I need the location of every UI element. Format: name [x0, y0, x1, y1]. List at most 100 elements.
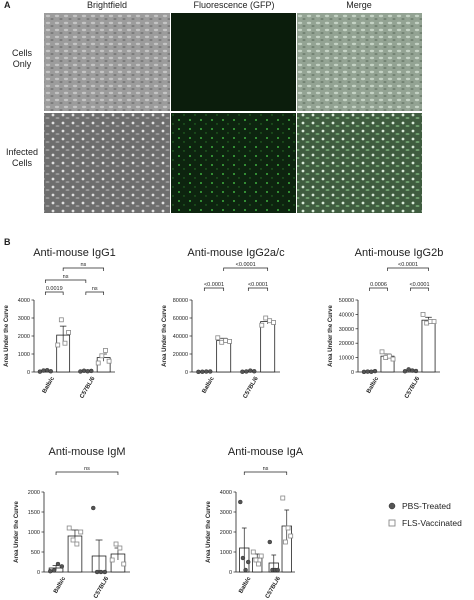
- significance-bracket: [203, 287, 225, 291]
- micrograph: [44, 13, 170, 111]
- significance-bracket: [243, 471, 288, 475]
- legend-label: FLS-Vaccinated: [402, 518, 462, 528]
- significance-label: <0.0001: [204, 282, 224, 288]
- data-point: [413, 368, 419, 374]
- significance-bracket: [247, 287, 269, 291]
- data-point: [223, 338, 229, 343]
- y-tick-label: 1000: [28, 530, 40, 536]
- y-axis-label: Area Under the Curve: [4, 304, 10, 366]
- data-point: [379, 349, 385, 355]
- data-point: [62, 340, 68, 346]
- data-point: [240, 555, 246, 561]
- y-axis-label: Area Under the Curve: [206, 500, 212, 562]
- significance-label: 0.0019: [46, 286, 63, 292]
- significance-bracket: [44, 291, 64, 295]
- data-point: [94, 569, 100, 575]
- row-label: Cells: [12, 48, 33, 58]
- error-bar: [95, 539, 103, 572]
- x-tick-label: Balb/c: [366, 375, 381, 394]
- chart-title: Anti-mouse IgG2a/c: [187, 247, 285, 259]
- significance-label: <0.0001: [398, 262, 418, 268]
- significance-label: ns: [84, 466, 90, 472]
- legend-label: PBS-Treated: [402, 501, 451, 511]
- data-point: [227, 338, 232, 344]
- significance-label: <0.0001: [248, 282, 268, 288]
- panel-label: B: [4, 237, 11, 247]
- micrograph: [297, 113, 422, 213]
- data-point: [48, 569, 53, 574]
- data-point: [271, 320, 276, 325]
- data-point: [91, 505, 96, 511]
- chart-title: Anti-mouse IgM: [48, 446, 125, 458]
- data-point: [109, 557, 115, 563]
- data-point: [99, 353, 105, 359]
- data-point: [244, 369, 249, 374]
- data-point: [89, 368, 94, 374]
- data-point: [37, 369, 43, 374]
- data-point: [240, 369, 245, 374]
- x-tick-label: C57BL/6: [265, 575, 283, 599]
- y-tick-label: 3000: [220, 510, 232, 516]
- micrograph: [171, 13, 296, 111]
- data-point: [44, 368, 50, 373]
- y-tick-label: 60000: [173, 316, 188, 322]
- data-point: [95, 360, 101, 366]
- y-tick-label: 3000: [18, 316, 30, 322]
- x-tick-label: Balb/c: [53, 575, 68, 594]
- data-point: [361, 369, 367, 375]
- significance-bracket: [410, 287, 429, 291]
- data-point: [410, 368, 415, 373]
- data-point: [41, 368, 46, 373]
- data-point: [386, 353, 392, 359]
- significance-label: ns: [81, 262, 87, 268]
- error-bar: [241, 527, 247, 568]
- data-point: [258, 553, 264, 559]
- data-point: [98, 569, 104, 575]
- data-point: [78, 369, 83, 374]
- data-point: [263, 315, 269, 321]
- significance-label: ns: [263, 466, 269, 472]
- panel-label: A: [4, 0, 11, 10]
- data-point: [70, 537, 76, 543]
- y-tick-label: 0: [229, 570, 232, 576]
- significance-bracket: [44, 279, 87, 283]
- significance-bracket: [387, 267, 429, 271]
- significance-bracket: [369, 287, 388, 291]
- data-point: [283, 539, 288, 545]
- significance-bracket: [85, 291, 105, 295]
- data-point: [365, 369, 370, 374]
- data-point: [121, 561, 127, 567]
- data-point: [406, 367, 411, 372]
- data-point: [196, 369, 201, 375]
- data-point: [74, 541, 80, 547]
- row-label: Cells: [12, 158, 33, 168]
- data-point: [117, 545, 123, 551]
- data-point: [372, 368, 378, 374]
- x-tick-label: C57BL/6: [243, 375, 261, 399]
- significance-bracket: [55, 471, 119, 475]
- y-tick-label: 0: [185, 370, 188, 376]
- row-label: Infected: [6, 147, 38, 157]
- data-point: [51, 568, 57, 573]
- y-tick-label: 80000: [173, 298, 188, 304]
- micrograph: [297, 13, 422, 111]
- x-tick-label: Balb/c: [238, 575, 253, 594]
- y-tick-label: 30000: [339, 327, 354, 333]
- y-tick-label: 4000: [220, 490, 232, 496]
- data-point: [253, 557, 259, 563]
- data-point: [246, 559, 251, 565]
- y-tick-label: 1000: [220, 550, 232, 556]
- legend-marker: [388, 502, 396, 510]
- data-point: [204, 369, 209, 374]
- bar: [421, 319, 436, 373]
- data-point: [208, 369, 213, 374]
- significance-label: ns: [63, 274, 69, 280]
- data-point: [59, 564, 65, 569]
- y-tick-label: 2000: [18, 334, 30, 340]
- y-axis-label: Area Under the Curve: [328, 304, 334, 366]
- data-point: [267, 318, 273, 324]
- y-tick-label: 2000: [220, 530, 232, 536]
- data-point: [390, 356, 396, 362]
- y-tick-label: 0: [27, 370, 30, 376]
